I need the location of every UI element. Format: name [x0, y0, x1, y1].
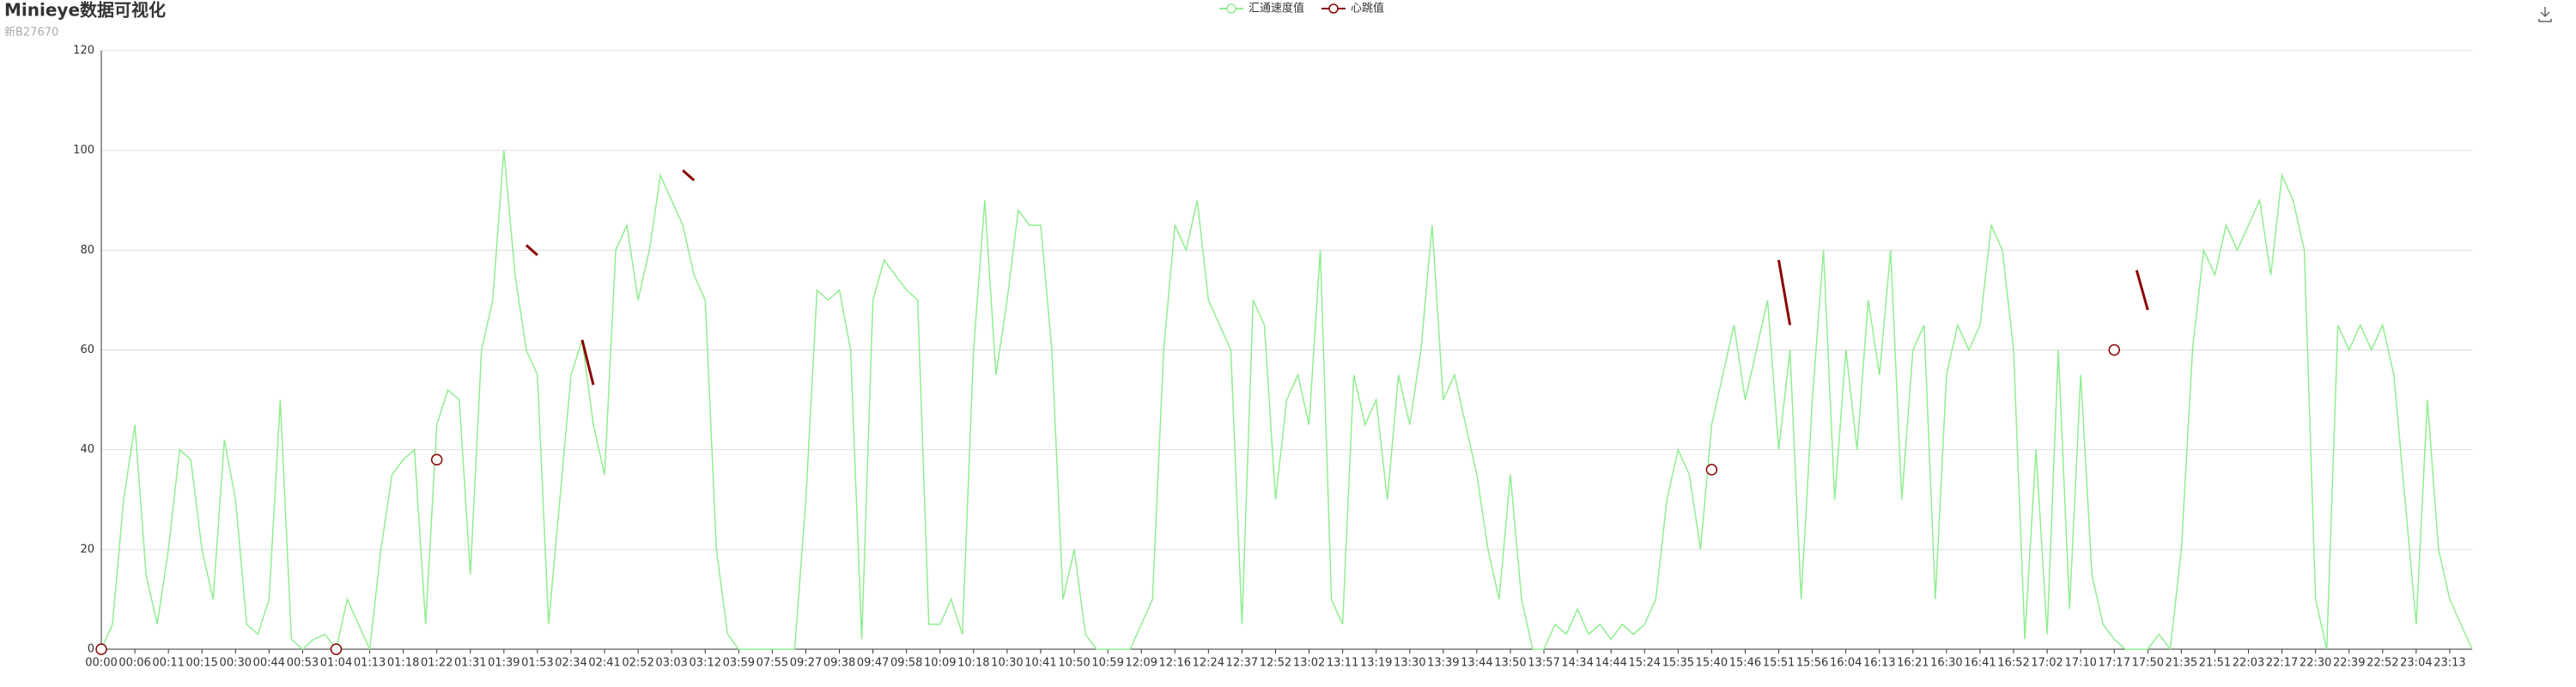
x-tick-label: 17:10: [2064, 657, 2096, 670]
download-glyph[interactable]: [2538, 7, 2552, 22]
x-tick-label: 10:18: [957, 657, 989, 670]
y-tick-label: 120: [73, 45, 94, 58]
x-tick-label: 00:06: [118, 657, 150, 670]
y-tick-label: 100: [73, 144, 94, 157]
x-tick-label: 07:55: [756, 657, 788, 670]
x-tick-label: 13:11: [1327, 657, 1358, 670]
x-tick-label: 15:56: [1796, 657, 1828, 670]
x-tick-label: 01:13: [354, 657, 386, 670]
x-tick-label: 23:13: [2433, 657, 2465, 670]
point-marker: [430, 453, 443, 466]
x-tick-label: 13:50: [1494, 657, 1526, 670]
x-tick-label: 01:22: [421, 657, 453, 670]
series-line: [100, 150, 2473, 652]
x-tick-label: 12:24: [1193, 657, 1224, 670]
legend-label: 心跳值: [1351, 2, 1384, 15]
x-tick-label: 01:18: [387, 657, 419, 670]
x-tick-label: 22:03: [2233, 657, 2264, 670]
point-marker: [2108, 344, 2120, 356]
x-tick-label: 03:12: [690, 657, 721, 670]
x-tick-label: 03:03: [655, 657, 687, 670]
x-tick-label: 23:04: [2400, 657, 2432, 670]
y-tick-label: 60: [80, 344, 94, 356]
series-line: [525, 169, 2149, 386]
x-tick-label: 16:52: [1997, 657, 2029, 670]
x-tick-label: 12:52: [1260, 657, 1291, 670]
x-tick-label: 15:35: [1662, 657, 1694, 670]
legend-swatch-marker: [1328, 3, 1339, 14]
x-tick-label: 16:21: [1897, 657, 1929, 670]
x-tick-label: 17:17: [2099, 657, 2130, 670]
x-tick-label: 01:31: [454, 657, 486, 670]
x-tick-label: 09:27: [790, 657, 822, 670]
download-icon[interactable]: [2538, 7, 2552, 22]
x-tick-label: 13:02: [1293, 657, 1325, 670]
x-tick-label: 15:46: [1729, 657, 1761, 670]
x-tick-label: 03:59: [723, 657, 755, 670]
x-tick-label: 09:38: [823, 657, 855, 670]
x-tick-label: 01:04: [320, 657, 352, 670]
x-tick-label: 22:39: [2333, 657, 2365, 670]
x-tick-label: 13:19: [1360, 657, 1392, 670]
x-tick-label: 22:52: [2366, 657, 2398, 670]
x-tick-label: 15:40: [1696, 657, 1728, 670]
x-tick-label: 16:41: [1964, 657, 1996, 670]
point-marker: [330, 643, 343, 655]
x-tick-label: 13:30: [1394, 657, 1425, 670]
point-marker: [95, 643, 107, 655]
x-tick-label: 13:44: [1461, 657, 1492, 670]
x-tick-label: 15:24: [1629, 657, 1661, 670]
y-tick-label: 40: [80, 443, 94, 456]
x-tick-label: 22:17: [2266, 657, 2298, 670]
x-tick-label: 10:50: [1058, 657, 1090, 670]
x-tick-label: 00:11: [152, 657, 184, 670]
x-tick-label: 02:52: [622, 657, 653, 670]
x-tick-label: 17:50: [2132, 657, 2164, 670]
x-tick-label: 00:00: [85, 657, 117, 670]
x-tick-label: 00:15: [185, 657, 217, 670]
x-tick-label: 16:13: [1863, 657, 1895, 670]
chart-subtitle: 新B27670: [4, 26, 58, 40]
chart-title: Minieye数据可视化: [4, 0, 166, 21]
x-tick-label: 10:09: [924, 657, 956, 670]
x-tick-label: 10:41: [1024, 657, 1056, 670]
x-tick-label: 22:30: [2300, 657, 2331, 670]
x-tick-label: 09:58: [890, 657, 922, 670]
legend-label: 汇通速度值: [1249, 2, 1304, 15]
x-tick-label: 17:02: [2031, 657, 2063, 670]
x-tick-label: 14:44: [1595, 657, 1626, 670]
x-tick-label: 16:30: [1930, 657, 1962, 670]
x-tick-label: 10:59: [1091, 657, 1123, 670]
x-tick-label: 16:04: [1830, 657, 1862, 670]
x-tick-label: 01:39: [488, 657, 519, 670]
x-tick-label: 21:35: [2166, 657, 2197, 670]
legend-swatch-marker: [1226, 3, 1236, 14]
y-tick-label: 20: [80, 543, 94, 556]
y-tick-label: 0: [88, 643, 94, 656]
x-tick-label: 12:37: [1226, 657, 1258, 670]
x-tick-label: 13:57: [1528, 657, 1559, 670]
x-tick-label: 15:51: [1763, 657, 1795, 670]
x-tick-label: 00:44: [253, 657, 285, 670]
x-tick-label: 12:16: [1159, 657, 1191, 670]
x-tick-label: 00:30: [220, 657, 252, 670]
x-tick-label: 10:30: [991, 657, 1023, 670]
point-marker: [1705, 464, 1718, 476]
x-tick-label: 01:53: [521, 657, 553, 670]
x-tick-label: 02:41: [588, 657, 620, 670]
legend-item: 心跳值: [1321, 2, 1384, 15]
x-tick-label: 02:34: [555, 657, 586, 670]
x-tick-label: 14:34: [1561, 657, 1593, 670]
x-tick-label: 12:09: [1125, 657, 1157, 670]
legend-item: 汇通速度值: [1219, 2, 1304, 15]
x-tick-label: 09:47: [857, 657, 889, 670]
x-tick-label: 00:53: [287, 657, 319, 670]
y-tick-label: 80: [80, 244, 94, 257]
x-tick-label: 13:39: [1427, 657, 1459, 670]
x-tick-label: 21:51: [2199, 657, 2231, 670]
